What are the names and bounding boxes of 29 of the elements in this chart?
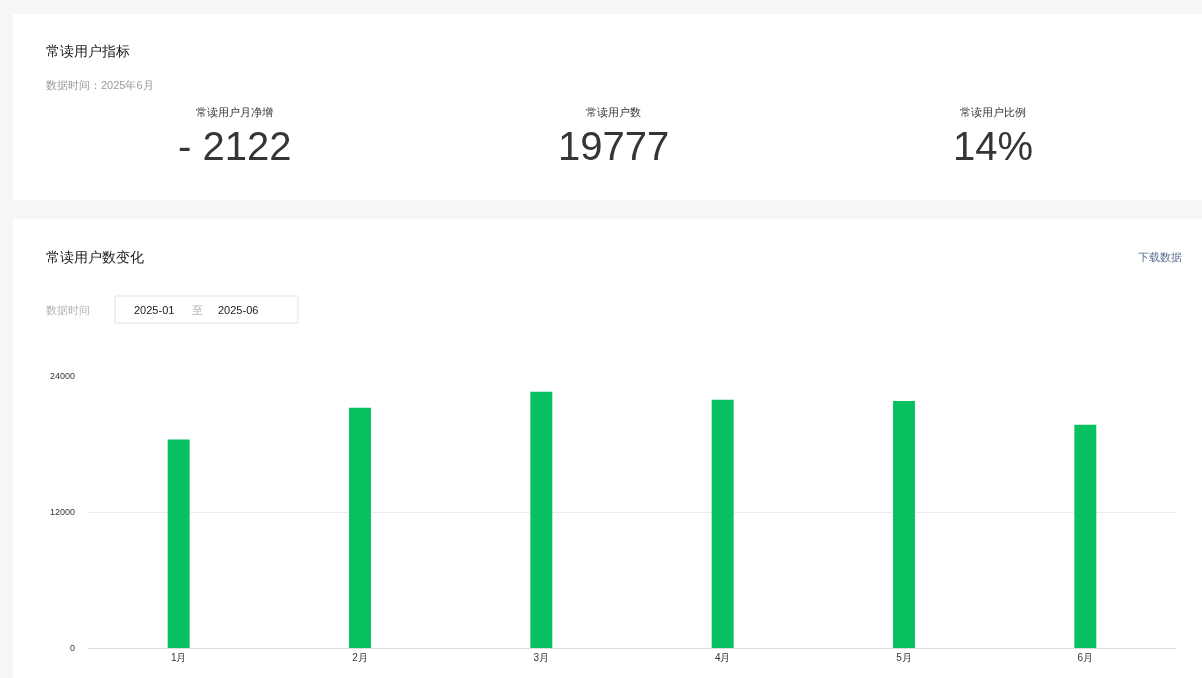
chart-title: 常读用户数变化	[46, 249, 144, 265]
bar	[1074, 424, 1097, 648]
text: 至	[192, 304, 203, 316]
y-tick-label: 0	[69, 643, 75, 654]
text: 常读用户指标	[46, 43, 130, 59]
x-tick-label: 5月	[896, 652, 912, 663]
x-tick-label: 6月	[1077, 652, 1094, 663]
x-tick-label: 4月	[714, 652, 731, 663]
text: 2025-06	[218, 304, 259, 316]
bar	[711, 399, 734, 648]
bar	[893, 400, 915, 648]
y-tick-label: 24000	[49, 371, 75, 382]
bar	[530, 391, 553, 648]
text: 19777	[558, 124, 670, 168]
x-tick-label: 3月	[533, 652, 550, 663]
x-tick-label: 1月	[170, 652, 187, 663]
x-tick-label: 2月	[352, 652, 368, 663]
text: 下载数据	[1138, 251, 1182, 263]
text: 常读用户月净增	[196, 106, 273, 118]
text: 数据时间：2025年6月	[46, 79, 154, 91]
text: 数据时间	[46, 304, 90, 316]
text: 常读用户数	[586, 106, 641, 118]
y-tick-label: 12000	[49, 507, 75, 518]
text: 14%	[953, 124, 1034, 168]
text: 常读用户比例	[960, 106, 1026, 118]
bar	[167, 439, 190, 648]
bar	[349, 407, 371, 648]
text: - 2122	[178, 124, 292, 168]
text: 2025-01	[134, 304, 175, 316]
